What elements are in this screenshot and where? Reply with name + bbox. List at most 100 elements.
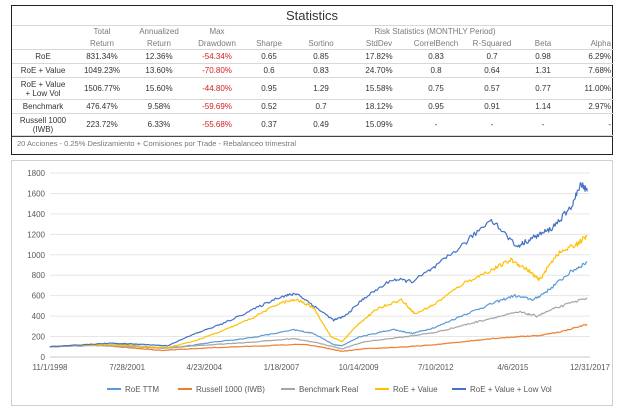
table-cell: 0.91 [464,99,521,114]
row-label: Russell 1000 (IWB) [12,113,74,136]
chart-gridlines [50,172,590,358]
row-label: Benchmark [12,99,74,114]
table-cell: 0.7 [464,49,521,64]
col-header-annualized: Annualized [139,27,179,36]
col-header-alpha: Alpha [566,37,615,50]
table-cell: 831.34% [74,49,130,64]
y-tick-label: 1600 [27,189,45,198]
x-tick-label: 7/10/2012 [418,363,454,372]
x-tick-label: 1/18/2007 [264,363,300,372]
header-row-top: Total Annualized Max Risk Statistics (MO… [12,26,614,37]
table-cell: 0.77 [520,77,567,100]
statistics-footnote: 20 Acciones - 0.25% Deslizamiento + Comi… [12,136,612,150]
table-cell: 0.8 [408,63,464,78]
chart-series-lines [49,182,588,352]
chart-legend: RoE TTM Russell 1000 (IWB) Benchmark Real R… [107,385,552,394]
col-header-drawdown: Drawdown [188,37,246,50]
col-header-rsquared: R-Squared [464,37,521,50]
statistics-table-body: RoE 831.34% 12.36% -54.34% 0.65 0.85 17.82% 0.8… [12,49,615,136]
legend-label: Benchmark Real [299,385,358,394]
table-cell: 1506.77% [74,77,130,100]
y-tick-label: 1800 [27,169,45,178]
table-cell: 0.64 [464,63,521,78]
col-header-annualized-return: Return [130,37,188,50]
series-line-3 [49,234,588,349]
statistics-title: Statistics [12,6,612,26]
y-tick-label: 1000 [27,251,45,260]
table-cell: - [408,113,464,136]
legend-label: RoE TTM [125,385,159,394]
y-tick-label: 800 [32,271,46,280]
col-header-return: Return [74,37,130,50]
chart-x-axis: 11/1/1998 7/28/2001 4/23/2004 1/18/2007 10/1… [33,363,611,372]
table-cell: 0.83 [292,63,350,78]
table-cell: 17.82% [350,49,408,64]
table-cell: 0.52 [246,99,292,114]
col-header-max: Max [209,27,225,36]
x-tick-label: 4/23/2004 [187,363,223,372]
y-tick-label: 600 [32,292,46,301]
table-cell: 12.36% [130,49,188,64]
performance-line-chart: 0 200 400 600 800 1000 1200 1400 1600 1800 11/1/1… [27,169,611,394]
table-row: RoE 831.34% 12.36% -54.34% 0.65 0.85 17.82% 0.8… [12,49,615,64]
table-cell: 1049.23% [74,63,130,78]
table-row: Russell 1000 (IWB) 223.72% 6.33% -55.68% 0.3… [12,113,615,136]
series-line-2 [49,297,588,350]
row-label: RoE + Value [12,63,74,78]
legend-label: RoE + Value [393,385,438,394]
table-cell: 0.83 [408,49,464,64]
x-tick-label: 4/6/2015 [497,363,529,372]
table-cell: -55.68% [188,113,246,136]
table-cell: - [520,113,567,136]
table-cell: 7.68% [566,63,615,78]
table-cell: 0.75 [408,77,464,100]
table-row: RoE + Value 1049.23% 13.60% -70.80% 0.6 0.83 2… [12,63,615,78]
table-cell: 0.49 [292,113,350,136]
x-tick-label: 7/28/2001 [109,363,145,372]
table-cell: 0.7 [292,99,350,114]
table-cell: - [464,113,521,136]
series-line-1 [49,323,588,352]
table-cell: 24.70% [350,63,408,78]
table-cell: 1.29 [292,77,350,100]
table-cell: 0.57 [464,77,521,100]
table-cell: 2.97% [566,99,615,114]
table-cell: 0.98 [520,49,567,64]
series-line-4 [49,182,588,348]
table-cell: 6.29% [566,49,615,64]
table-cell: 1.14 [520,99,567,114]
y-tick-label: 400 [32,312,46,321]
table-cell: 0.6 [246,63,292,78]
chart-y-axis: 0 200 400 600 800 1000 1200 1400 1600 1800 [27,169,45,362]
table-cell: 0.95 [246,77,292,100]
table-cell: -44.80% [188,77,246,100]
col-header-sortino: Sortino [292,37,350,50]
table-row: RoE + Value + Low Vol 1506.77% 15.60% -44.8… [12,77,615,100]
table-cell: 0.95 [408,99,464,114]
table-cell: 1.31 [520,63,567,78]
statistics-table-panel: Statistics Total Annualized Max Risk Sta… [11,5,615,155]
performance-chart-panel: 0 200 400 600 800 1000 1200 1400 1600 1800 11/1/1… [11,160,613,406]
header-row-bottom: Return Return Drawdown Sharpe Sortino St… [12,37,615,50]
table-cell: -59.69% [188,99,246,114]
y-tick-label: 1200 [27,230,45,239]
y-tick-label: 1400 [27,210,45,219]
table-row: Benchmark 476.47% 9.58% -59.69% 0.52 0.7 18.12… [12,99,615,114]
y-tick-label: 200 [32,333,46,342]
statistics-table: Total Annualized Max Risk Statistics (MO… [12,26,615,136]
y-tick-label: 0 [41,353,46,362]
table-cell: 0.37 [246,113,292,136]
table-cell: 15.60% [130,77,188,100]
risk-statistics-header: Risk Statistics (MONTHLY Period) [374,27,496,36]
row-label: RoE + Value + Low Vol [12,77,74,100]
table-cell: 11.00% [566,77,615,100]
table-cell: 6.33% [130,113,188,136]
x-tick-label: 12/31/2017 [570,363,611,372]
table-cell: -54.34% [188,49,246,64]
x-tick-label: 10/14/2009 [339,363,380,372]
table-cell: 15.58% [350,77,408,100]
col-header-stddev: StdDev [350,37,408,50]
table-cell: 13.60% [130,63,188,78]
legend-label: RoE + Value + Low Vol [470,385,552,394]
col-header-beta: Beta [520,37,567,50]
